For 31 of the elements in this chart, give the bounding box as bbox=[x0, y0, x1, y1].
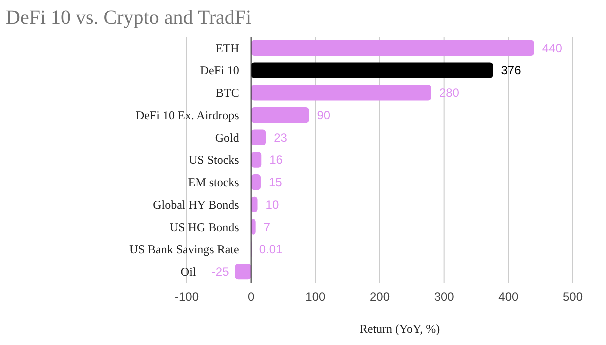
x-tick-label: 400 bbox=[498, 290, 519, 304]
y-tick-label: US HG Bonds bbox=[170, 220, 240, 234]
data-label: 0.01 bbox=[259, 242, 284, 257]
y-tick-label: EM stocks bbox=[188, 176, 240, 190]
x-tick-label: 500 bbox=[562, 290, 584, 304]
data-label: 440 bbox=[542, 41, 563, 56]
y-tick-label: ETH bbox=[216, 41, 240, 56]
x-tick-label: 200 bbox=[370, 290, 390, 304]
y-tick-label: DeFi 10 Ex. Airdrops bbox=[136, 108, 240, 122]
x-tick-label: 0 bbox=[248, 290, 255, 304]
y-tick-label: BTC bbox=[216, 86, 240, 100]
data-label: 376 bbox=[501, 64, 522, 78]
data-label: -25 bbox=[212, 265, 230, 280]
x-tick-label: 300 bbox=[434, 290, 455, 304]
data-label: 90 bbox=[317, 108, 331, 122]
x-axis-title: Return (YoY, %) bbox=[360, 322, 440, 336]
x-tick-label: -100 bbox=[174, 290, 200, 304]
y-tick-label: US Stocks bbox=[188, 153, 240, 168]
y-tick-label: DeFi 10 bbox=[200, 64, 240, 78]
y-tick-label: US Bank Savings Rate bbox=[130, 242, 240, 257]
data-label: 7 bbox=[264, 220, 271, 234]
y-tick-label: Global HY Bonds bbox=[153, 198, 240, 212]
x-tick-label: 100 bbox=[306, 290, 326, 304]
data-label: 10 bbox=[266, 198, 280, 212]
y-tick-label: Gold bbox=[215, 130, 240, 145]
data-label: 23 bbox=[274, 130, 288, 145]
data-label: 280 bbox=[439, 86, 460, 100]
chart-title: DeFi 10 vs. Crypto and TradFi bbox=[6, 7, 252, 29]
y-tick-label: Oil bbox=[180, 265, 197, 280]
data-label: 15 bbox=[268, 176, 283, 190]
data-label: 16 bbox=[270, 153, 284, 168]
